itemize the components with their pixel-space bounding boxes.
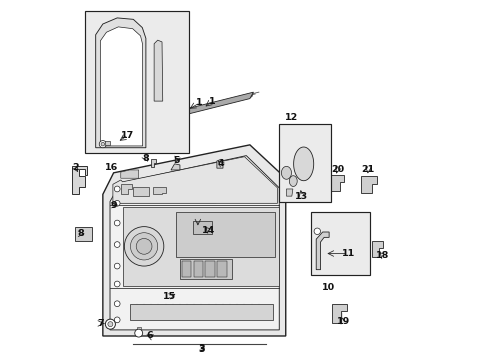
Polygon shape [217, 159, 223, 168]
Text: 15: 15 [163, 292, 175, 301]
Polygon shape [316, 232, 328, 270]
Polygon shape [121, 184, 131, 194]
Bar [180, 259, 231, 279]
Polygon shape [154, 40, 163, 101]
Circle shape [114, 263, 120, 269]
Circle shape [114, 220, 120, 226]
Polygon shape [100, 27, 142, 146]
Bar [129, 304, 273, 320]
Bar [205, 261, 214, 277]
Circle shape [114, 317, 120, 323]
Circle shape [135, 329, 142, 337]
Bar [278, 125, 330, 202]
Bar [182, 261, 191, 277]
Circle shape [178, 111, 183, 116]
Text: 19: 19 [336, 317, 349, 326]
Polygon shape [122, 207, 278, 286]
Polygon shape [113, 157, 277, 203]
Polygon shape [110, 156, 279, 330]
Text: 12: 12 [284, 113, 297, 122]
Circle shape [114, 186, 120, 192]
Polygon shape [176, 212, 274, 257]
Text: 9: 9 [110, 201, 117, 210]
Text: 16: 16 [105, 163, 118, 172]
Polygon shape [102, 145, 285, 336]
Polygon shape [121, 170, 139, 178]
Circle shape [136, 238, 152, 254]
Circle shape [108, 321, 113, 327]
Text: 1: 1 [208, 96, 215, 105]
Text: 11: 11 [341, 249, 354, 258]
Polygon shape [133, 187, 149, 196]
Text: 7: 7 [98, 319, 104, 328]
Circle shape [99, 140, 106, 148]
Bar [310, 212, 369, 275]
Polygon shape [171, 164, 180, 170]
Polygon shape [153, 187, 165, 194]
Polygon shape [286, 189, 292, 196]
Text: 4: 4 [218, 159, 224, 168]
Text: 5: 5 [173, 156, 179, 165]
Text: 6: 6 [146, 332, 152, 341]
Polygon shape [74, 226, 92, 241]
Text: 20: 20 [330, 165, 344, 174]
Text: 14: 14 [202, 226, 215, 235]
Text: 3: 3 [198, 345, 204, 354]
Polygon shape [178, 92, 253, 117]
Bar [217, 261, 226, 277]
Polygon shape [72, 166, 86, 194]
Circle shape [101, 142, 104, 146]
Polygon shape [150, 159, 156, 167]
Polygon shape [330, 175, 344, 191]
Bar [192, 221, 212, 234]
Text: 8: 8 [77, 229, 83, 238]
Text: 21: 21 [361, 165, 374, 174]
Text: 17: 17 [121, 131, 134, 140]
Text: 18: 18 [375, 251, 388, 260]
Text: 8: 8 [142, 154, 149, 163]
Polygon shape [293, 147, 313, 181]
Circle shape [114, 281, 120, 287]
Circle shape [114, 242, 120, 247]
Polygon shape [360, 176, 376, 193]
Circle shape [105, 319, 115, 329]
Polygon shape [289, 176, 297, 186]
Bar [85, 12, 188, 153]
Circle shape [114, 201, 120, 206]
Polygon shape [105, 141, 110, 145]
Circle shape [114, 301, 120, 307]
Polygon shape [281, 166, 291, 179]
Circle shape [248, 94, 252, 97]
Circle shape [124, 226, 163, 266]
Text: 10: 10 [322, 283, 335, 292]
Polygon shape [371, 241, 382, 257]
Polygon shape [96, 18, 145, 148]
Circle shape [313, 228, 320, 234]
Text: 3: 3 [198, 344, 204, 353]
Bar [193, 261, 203, 277]
Text: 1: 1 [196, 98, 203, 107]
Text: 2: 2 [72, 163, 79, 172]
Polygon shape [137, 327, 140, 331]
Circle shape [130, 233, 158, 260]
Text: 13: 13 [295, 192, 308, 201]
Polygon shape [332, 304, 346, 323]
